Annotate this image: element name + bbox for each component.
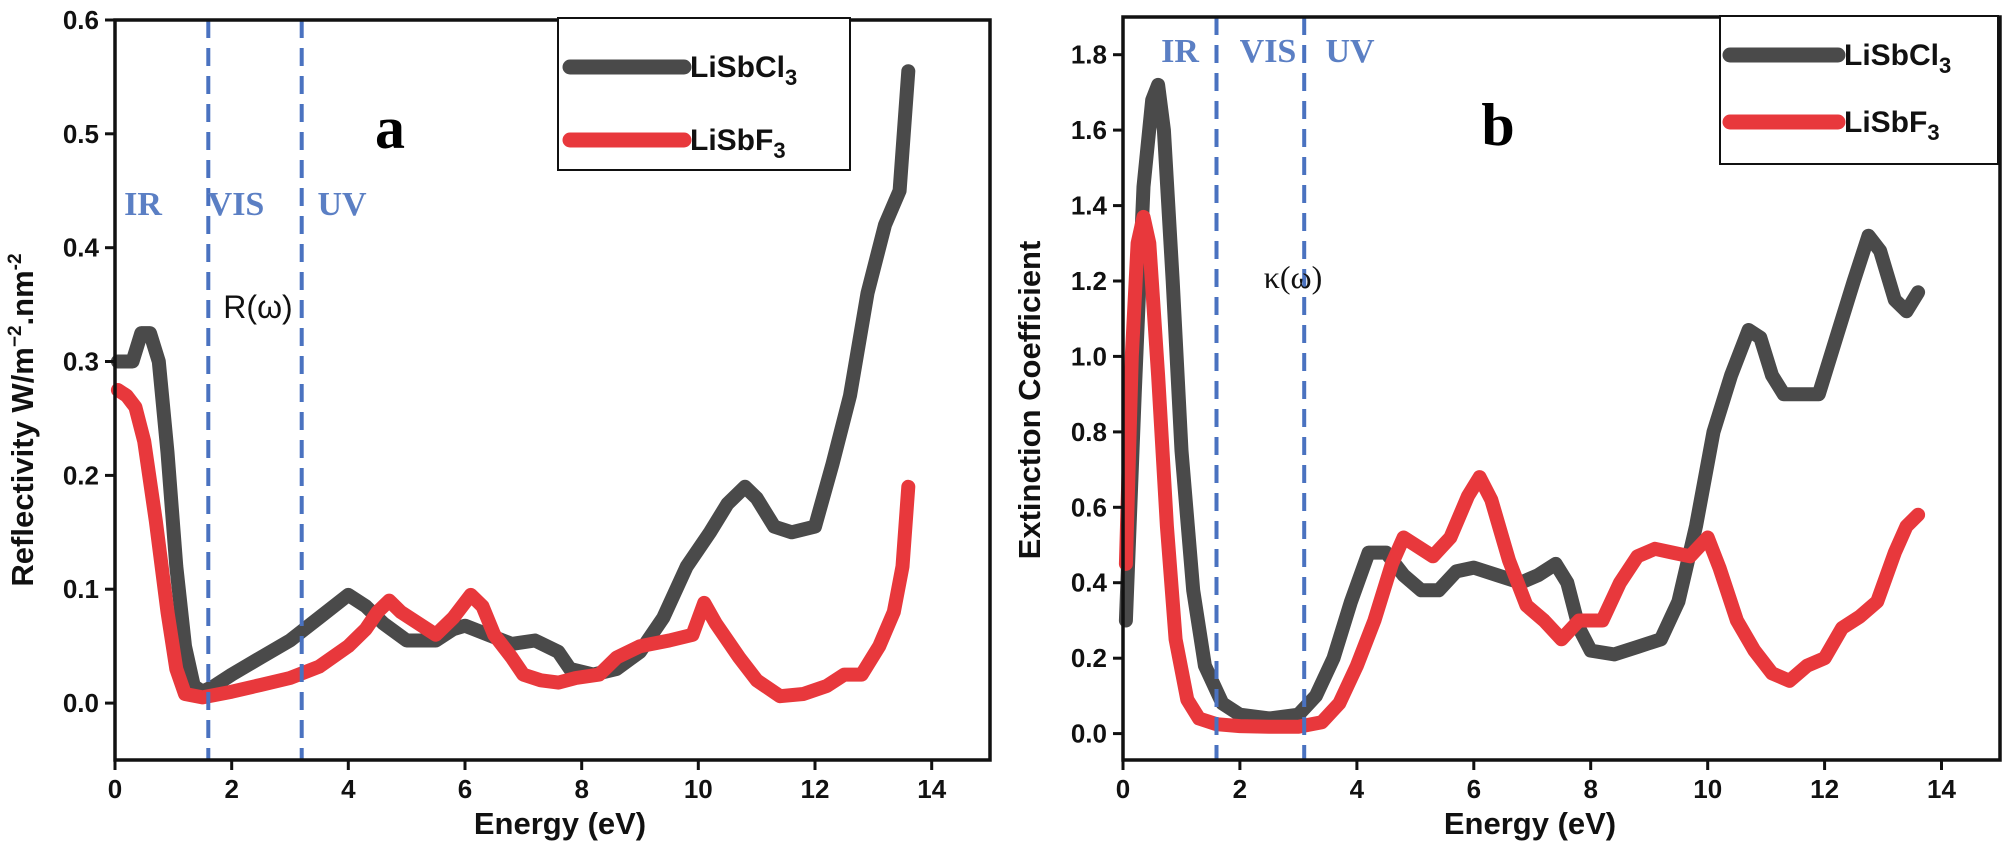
panel-a-x-tick-label: 6 [458, 774, 472, 804]
panel-a-y-tick-label: 0.3 [63, 347, 99, 377]
panel-a-legend: LiSbCl3 LiSbF3 [557, 17, 851, 171]
panel-a-plot-frame [113, 18, 992, 762]
panel-a-y-tick-label: 0.0 [63, 688, 99, 718]
panel-b-letter: b [1481, 92, 1514, 158]
panel-a-x-tick-label: 8 [574, 774, 588, 804]
panel-a-letter: a [375, 95, 405, 161]
panel-b-x-tick-label: 6 [1467, 774, 1481, 804]
panel-a-x-tick-label: 14 [917, 774, 946, 804]
panel-a-x-tick-label: 0 [108, 774, 122, 804]
panel-b-y-tick-label: 1.8 [1071, 40, 1107, 70]
panel-a-region-ir: IR [124, 186, 162, 223]
panel-b-region-dividers [1214, 17, 1307, 760]
panel-b-x-tick-label: 10 [1693, 774, 1722, 804]
panel-b-y-tick-label: 1.4 [1071, 191, 1108, 221]
panel-b-series-lines [1118, 77, 1926, 734]
panel-b-x-tick-label: 8 [1583, 774, 1597, 804]
panel-a-x-tick-label: 2 [224, 774, 238, 804]
panel-b-y-tick-label: 0.0 [1071, 719, 1107, 749]
panel-a-y-tick-label: 0.4 [63, 233, 100, 263]
panel-b-x-ticks: 0 2 4 6 8 10 12 14 [1116, 760, 1956, 804]
panel-b-legend-label-licl: LiSbCl3 [1844, 39, 1951, 78]
panel-a-legend-label-lif: LiSbF3 [690, 124, 786, 163]
panel-a-legend-label-licl: LiSbCl3 [690, 51, 797, 90]
panel-b-series-line-lif [1118, 209, 1926, 734]
panel-b-y-tick-label: 0.2 [1071, 643, 1107, 673]
panel-b-region-vis: VIS [1240, 33, 1297, 70]
panel-a-x-tick-label: 12 [801, 774, 830, 804]
panel-b-x-tick-label: 12 [1810, 774, 1839, 804]
panel-b-series-line-licl [1118, 77, 1926, 726]
panel-b-y-tick-label: 0.6 [1071, 492, 1107, 522]
panel-b-x-tick-label: 4 [1350, 774, 1365, 804]
panel-a-series-line-lif [110, 383, 916, 705]
panel-a-function-label: R(ω) [223, 289, 292, 325]
panel-a-x-tick-label: 4 [341, 774, 356, 804]
panel-a-x-axis-title: Energy (eV) [474, 806, 646, 841]
panel-b-y-tick-label: 1.0 [1071, 341, 1107, 371]
panel-b-y-axis-title: Extinction Coefficient [1012, 241, 1047, 560]
panel-b-legend: LiSbCl3 LiSbF3 [1719, 15, 1999, 165]
panel-a-y-axis-title: Reflectivity W/m−2.nm-2 [5, 253, 40, 586]
panel-b-y-tick-label: 1.2 [1071, 266, 1107, 296]
panel-b-x-tick-label: 0 [1116, 774, 1130, 804]
panel-b-y-tick-label: 0.8 [1071, 417, 1107, 447]
panel-b-x-axis-title: Energy (eV) [1444, 806, 1616, 841]
panel-b-legend-label-lif: LiSbF3 [1844, 106, 1940, 145]
panel-a-y-tick-label: 0.6 [63, 5, 99, 35]
panel-a-region-vis: VIS [208, 186, 265, 223]
panel-b-legend-box [1719, 15, 1999, 165]
panel-a-x-tick-label: 10 [684, 774, 713, 804]
panel-a-y-ticks: 0.0 0.1 0.2 0.3 0.4 0.5 0.6 [63, 5, 115, 718]
panel-a-x-ticks: 0 2 4 6 8 10 12 14 [108, 760, 947, 804]
panel-a-region-dividers [206, 20, 304, 760]
panel-b-function-label: κ(ω) [1264, 259, 1323, 295]
panel-b-y-tick-label: 0.4 [1071, 568, 1108, 598]
panel-b-y-tick-label: 1.6 [1071, 115, 1107, 145]
panel-a-y-tick-label: 0.1 [63, 574, 99, 604]
panel-a: 0 2 4 6 8 10 12 14 0.0 0.1 0.2 0.3 0.4 0.5 0.6 Energy… [5, 5, 992, 841]
panel-b-y-ticks: 0.0 0.2 0.4 0.6 0.8 1.0 1.2 1.4 1.6 1.8 [1071, 40, 1123, 749]
panel-a-y-tick-label: 0.2 [63, 460, 99, 490]
panel-b-x-tick-label: 2 [1233, 774, 1247, 804]
panel-a-region-uv: UV [317, 186, 367, 223]
panel-b-region-ir: IR [1161, 33, 1199, 70]
panel-b: 0 2 4 6 8 10 12 14 0.0 0.2 0.4 0.6 0.8 1.0 1.2 1.4 1.6 1… [1012, 15, 2002, 841]
panel-a-y-tick-label: 0.5 [63, 119, 99, 149]
panel-b-plot-frame [1121, 15, 2002, 762]
panel-a-series-lines [110, 64, 916, 705]
panel-b-x-tick-label: 14 [1927, 774, 1956, 804]
panel-b-region-uv: UV [1325, 33, 1375, 70]
